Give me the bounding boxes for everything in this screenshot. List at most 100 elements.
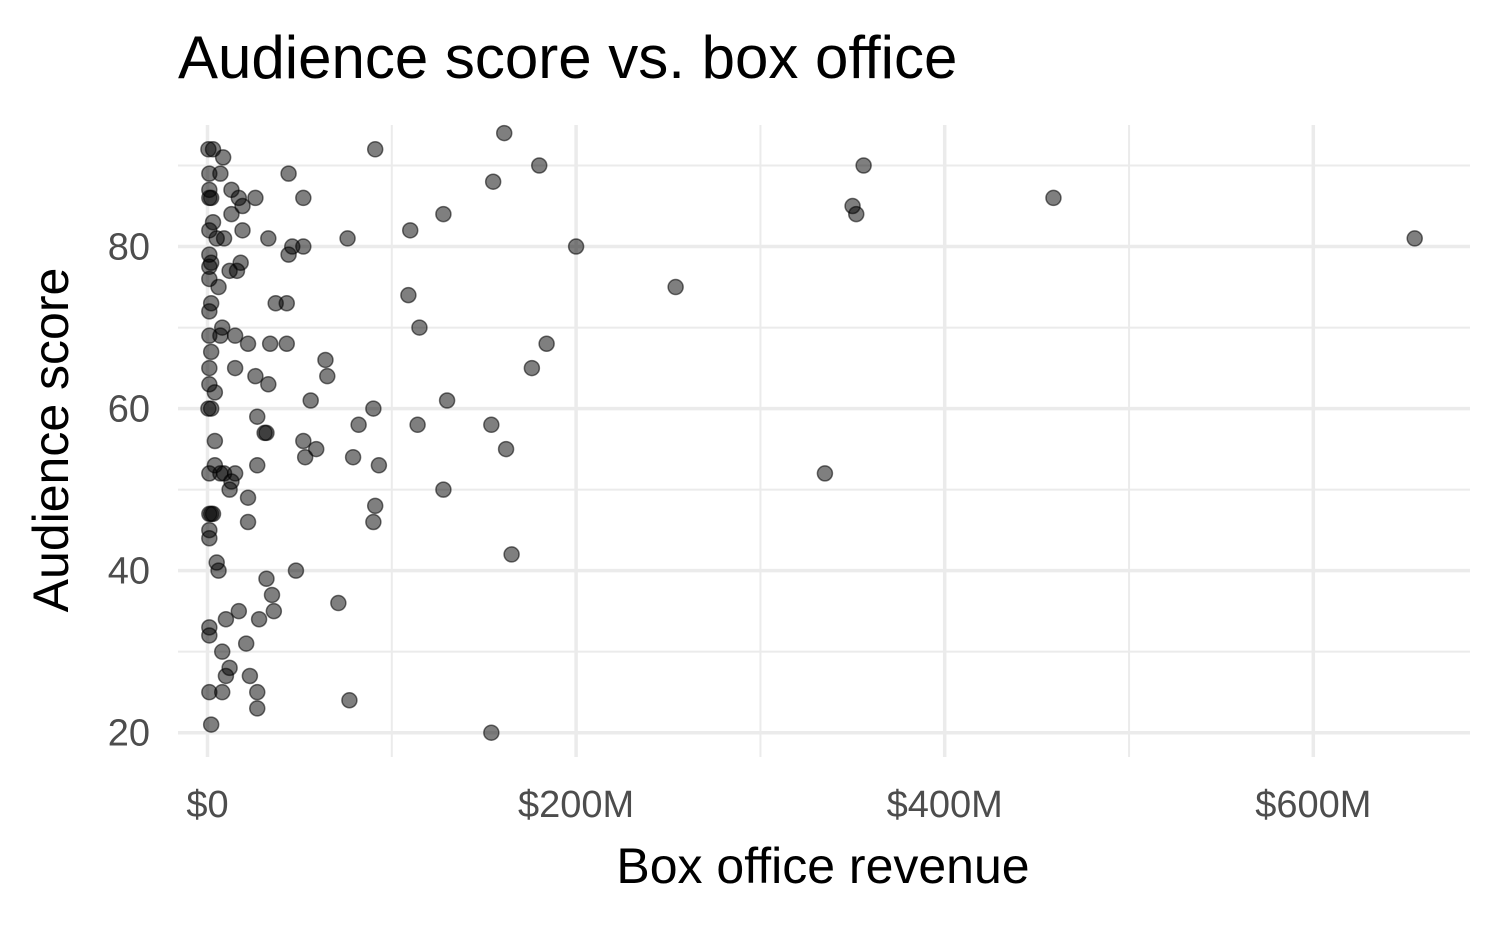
data-point (201, 627, 218, 644)
data-point (295, 189, 312, 207)
x-tick-label: $200M (518, 784, 634, 826)
data-point (201, 529, 218, 547)
data-point (295, 432, 312, 450)
x-axis-title: Box office revenue (616, 838, 1029, 894)
data-point (295, 238, 312, 255)
data-point (341, 692, 358, 709)
data-point (497, 440, 515, 458)
tick-labels-layer: 20 40 60 80 $0 $200M $400M $600M (108, 227, 1372, 826)
data-point (215, 230, 233, 247)
data-point (483, 416, 500, 434)
data-point (278, 295, 295, 312)
data-point (226, 327, 244, 344)
data-point (302, 392, 319, 409)
y-tick-label: 20 (108, 713, 150, 755)
data-point (202, 400, 220, 417)
data-point (234, 222, 251, 239)
data-point (217, 611, 235, 628)
chart-title: Audience score vs. box office (178, 24, 957, 91)
data-point (483, 724, 500, 741)
data-point (249, 700, 266, 717)
data-point (241, 667, 259, 685)
data-point (239, 335, 257, 353)
data-point (228, 262, 246, 280)
data-point (317, 351, 334, 369)
data-point (202, 716, 220, 733)
data-point (365, 513, 382, 531)
data-point (350, 416, 367, 434)
data-point (523, 359, 541, 377)
data-point (247, 367, 264, 385)
data-point (202, 343, 220, 361)
data-point (435, 481, 452, 498)
data-point (223, 205, 240, 223)
data-point (855, 157, 872, 174)
data-point (258, 424, 275, 442)
data-point (237, 635, 255, 652)
data-point (258, 570, 275, 587)
grid-layer (178, 125, 1470, 757)
data-point (1045, 189, 1062, 207)
data-point (250, 611, 268, 628)
data-point (848, 205, 865, 223)
data-point (201, 303, 218, 320)
data-point (206, 384, 224, 401)
data-point (249, 408, 266, 425)
data-point (667, 278, 684, 296)
data-point (201, 359, 218, 377)
data-point (221, 481, 238, 498)
data-point (210, 562, 227, 579)
data-point (307, 440, 325, 458)
data-point (530, 157, 548, 174)
data-point (409, 416, 426, 434)
data-point (435, 205, 452, 223)
data-point (263, 586, 281, 604)
data-point (249, 683, 266, 701)
x-tick-label: $400M (887, 784, 1003, 826)
data-point (213, 643, 231, 660)
data-point (365, 400, 382, 417)
data-point (214, 149, 232, 166)
data-point (567, 238, 585, 255)
x-tick-label: $600M (1255, 784, 1371, 826)
data-point (217, 667, 235, 685)
data-point (330, 594, 347, 612)
data-point (239, 489, 257, 506)
points-layer (200, 124, 1423, 741)
data-point (366, 141, 384, 158)
data-point (319, 367, 336, 385)
data-point (206, 432, 224, 450)
y-tick-label: 40 (108, 551, 150, 593)
data-point (226, 359, 244, 377)
data-point (503, 546, 520, 563)
data-point (411, 319, 428, 336)
data-point (438, 392, 456, 409)
data-point (249, 457, 266, 474)
data-point (400, 286, 417, 304)
data-point (344, 448, 362, 466)
data-point (202, 189, 220, 207)
data-point (366, 497, 384, 515)
data-point (278, 335, 295, 353)
data-point (401, 222, 419, 239)
data-point (370, 457, 388, 474)
data-point (247, 189, 264, 207)
data-point (484, 173, 502, 190)
data-point (213, 683, 231, 701)
data-point (280, 165, 297, 182)
data-point (239, 513, 257, 531)
data-point (296, 448, 314, 466)
data-point (287, 562, 305, 579)
data-point (204, 505, 222, 523)
data-point (265, 602, 283, 620)
data-point (212, 327, 229, 344)
data-point (816, 465, 834, 482)
data-point (234, 197, 251, 215)
y-tick-label: 60 (108, 389, 150, 431)
data-point (1406, 230, 1423, 247)
data-point (280, 246, 297, 263)
data-point (260, 230, 277, 247)
data-point (495, 124, 513, 142)
